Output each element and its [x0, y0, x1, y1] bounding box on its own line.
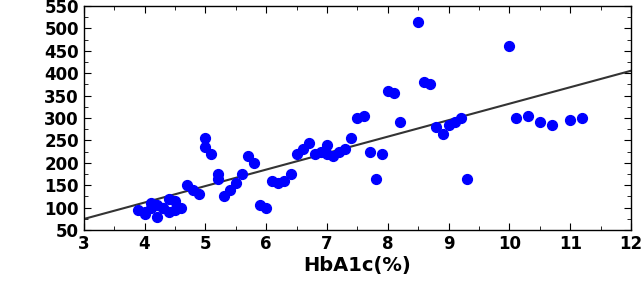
- Point: [206, 152, 216, 156]
- Point: [328, 154, 338, 158]
- Point: [279, 178, 290, 183]
- Point: [395, 120, 405, 125]
- Point: [255, 203, 265, 208]
- Point: [139, 210, 149, 214]
- Point: [437, 131, 448, 136]
- Point: [139, 212, 149, 217]
- Point: [267, 178, 278, 183]
- Point: [511, 116, 521, 120]
- Point: [298, 147, 308, 152]
- Point: [535, 120, 545, 125]
- Point: [243, 154, 253, 158]
- Point: [200, 145, 211, 150]
- Point: [146, 201, 156, 206]
- Point: [352, 116, 363, 120]
- Point: [419, 80, 430, 84]
- Point: [577, 116, 587, 120]
- Point: [213, 176, 223, 181]
- Point: [292, 152, 302, 156]
- Point: [146, 205, 156, 210]
- Point: [273, 181, 283, 185]
- Point: [164, 196, 174, 201]
- Point: [237, 172, 247, 176]
- Point: [303, 140, 314, 145]
- Point: [225, 187, 235, 192]
- Point: [462, 176, 472, 181]
- Point: [151, 203, 162, 208]
- Point: [261, 205, 271, 210]
- Point: [310, 152, 320, 156]
- Point: [164, 210, 174, 214]
- Point: [340, 147, 350, 152]
- Point: [565, 118, 576, 123]
- Point: [188, 187, 198, 192]
- Point: [365, 149, 375, 154]
- Point: [389, 91, 399, 96]
- Point: [316, 149, 326, 154]
- Point: [170, 199, 180, 203]
- Point: [213, 172, 223, 176]
- Point: [522, 113, 533, 118]
- Point: [450, 120, 460, 125]
- Point: [425, 82, 435, 87]
- Point: [456, 116, 466, 120]
- Point: [218, 194, 229, 199]
- Point: [322, 142, 332, 147]
- Point: [547, 122, 557, 127]
- Point: [151, 214, 162, 219]
- Point: [176, 205, 186, 210]
- Point: [322, 152, 332, 156]
- Point: [231, 181, 241, 185]
- Point: [200, 136, 211, 140]
- Point: [358, 113, 368, 118]
- Point: [431, 124, 442, 129]
- X-axis label: HbA1c(%): HbA1c(%): [303, 256, 412, 275]
- Point: [334, 149, 345, 154]
- Point: [194, 192, 204, 196]
- Point: [158, 205, 168, 210]
- Point: [383, 89, 393, 94]
- Point: [133, 208, 144, 212]
- Point: [158, 205, 168, 210]
- Point: [346, 136, 357, 140]
- Point: [285, 172, 296, 176]
- Point: [444, 122, 454, 127]
- Point: [182, 183, 193, 188]
- Point: [504, 44, 515, 49]
- Point: [170, 208, 180, 212]
- Point: [413, 19, 423, 24]
- Point: [377, 152, 387, 156]
- Point: [249, 160, 259, 165]
- Point: [370, 176, 381, 181]
